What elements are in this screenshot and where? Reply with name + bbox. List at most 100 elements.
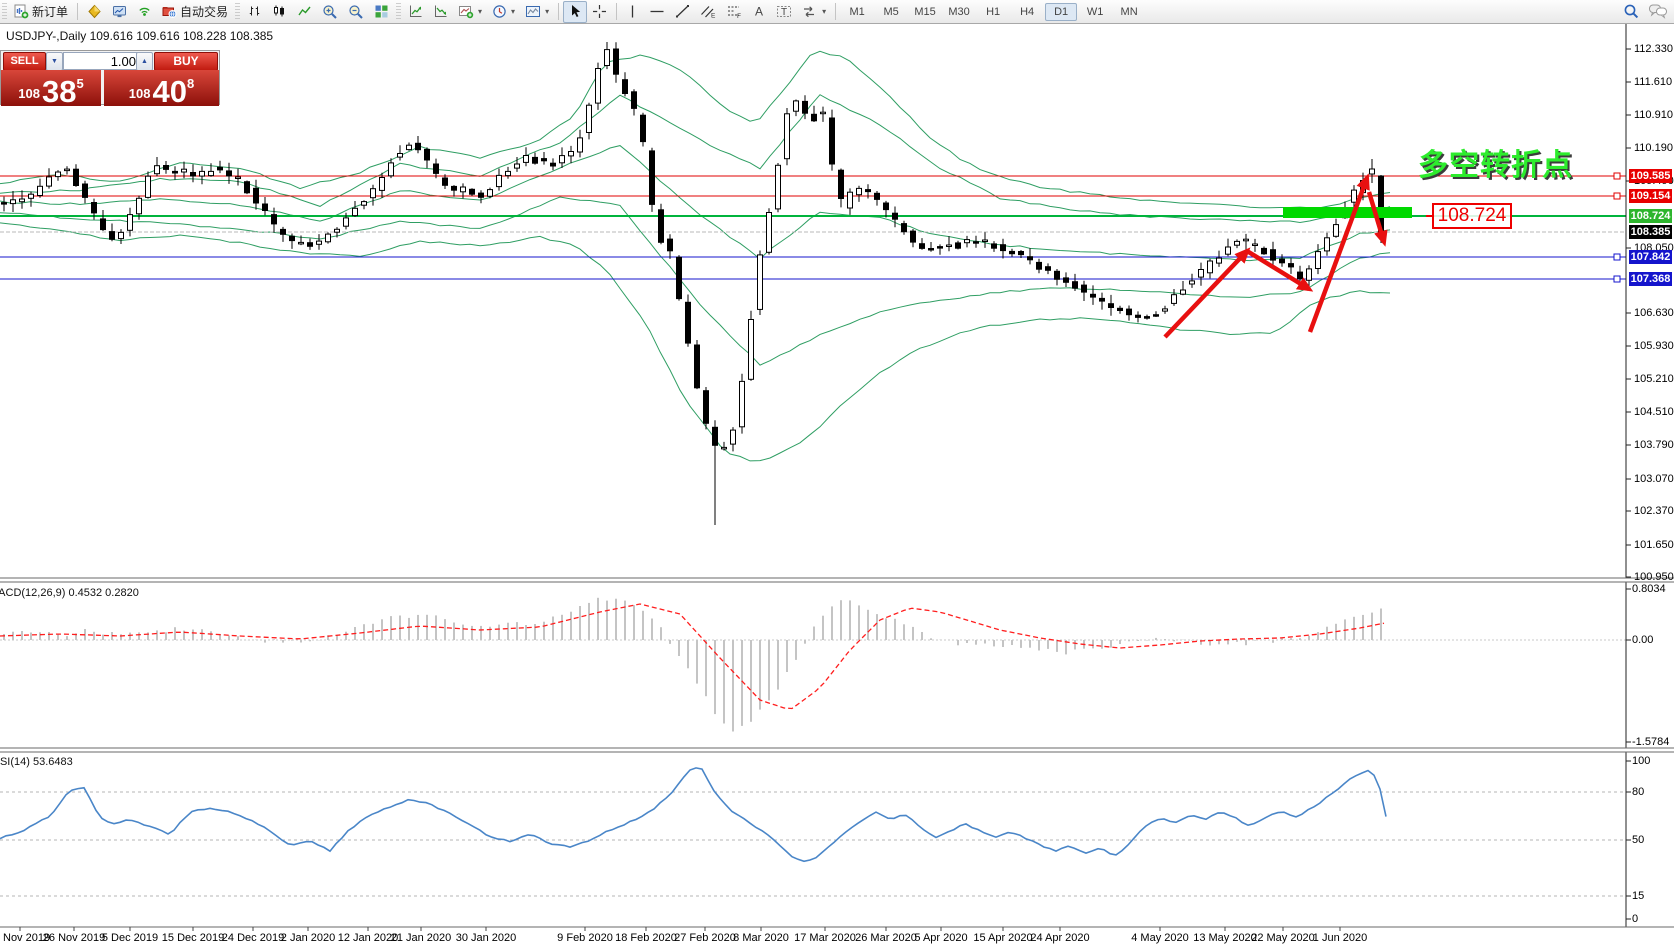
candle-body xyxy=(181,168,187,173)
indicator-window-down-button[interactable] xyxy=(428,1,453,23)
new-order-button[interactable]: 新订单 xyxy=(9,1,73,23)
trendline-tool[interactable] xyxy=(670,1,695,23)
chat-icon[interactable] xyxy=(1648,2,1668,23)
volume-decrease-button[interactable]: ▼ xyxy=(46,52,63,71)
line-chart-button[interactable] xyxy=(292,1,317,23)
panel-splitter[interactable] xyxy=(0,578,1674,582)
candlestick-chart-button[interactable] xyxy=(267,1,292,23)
line-handle[interactable] xyxy=(1613,172,1621,180)
period-button[interactable]: ▾ xyxy=(487,1,520,23)
sell-button[interactable]: SELL xyxy=(3,52,46,71)
panel-splitter[interactable] xyxy=(0,748,1674,752)
line-handle[interactable] xyxy=(1613,275,1621,283)
candle-body xyxy=(991,243,997,249)
shapes-tool[interactable]: ▾ xyxy=(797,1,831,23)
candle-body xyxy=(883,202,889,211)
cursor-tool-button[interactable] xyxy=(563,0,588,23)
candle-body xyxy=(1225,246,1231,255)
data-window-button[interactable] xyxy=(107,1,132,23)
sell-price-sup: 5 xyxy=(76,76,84,91)
candle-body xyxy=(1144,316,1150,319)
date-label: 9 Feb 2020 xyxy=(557,932,613,944)
template-button[interactable]: ▾ xyxy=(520,1,554,23)
buy-price-prefix: 108 xyxy=(128,86,151,101)
channel-tool[interactable]: E xyxy=(695,1,721,23)
timeframe-m1[interactable]: M1 xyxy=(849,5,865,18)
date-label: 27 Feb 2020 xyxy=(674,932,736,944)
horizontal-line-tool[interactable] xyxy=(644,1,670,23)
search-icon[interactable] xyxy=(1622,2,1640,23)
candle-body xyxy=(334,228,340,233)
candle-body xyxy=(298,241,304,245)
turning-point-annotation[interactable]: 多空转折点 xyxy=(1418,149,1573,182)
candle-body xyxy=(1270,249,1276,261)
buy-button[interactable]: BUY xyxy=(154,52,218,71)
timeframe-d1[interactable]: D1 xyxy=(1045,2,1078,21)
trend-arrow[interactable] xyxy=(1245,249,1314,292)
price-tag: 108.724 xyxy=(1629,209,1672,223)
volume-input[interactable]: 1.00 xyxy=(63,52,141,70)
candle-body xyxy=(802,100,808,114)
channel-letter: E xyxy=(711,13,716,20)
green-level-bar[interactable] xyxy=(1283,207,1412,218)
trend-arrow[interactable] xyxy=(1366,191,1388,247)
vertical-line-tool[interactable] xyxy=(621,1,644,23)
candle-body xyxy=(280,228,286,235)
candle-body xyxy=(1054,270,1060,280)
timeframe-m15[interactable]: M15 xyxy=(914,5,936,18)
trend-arrow[interactable] xyxy=(1307,173,1370,333)
fibonacci-tool[interactable]: F xyxy=(721,1,747,23)
indicator-window-up-button[interactable] xyxy=(403,1,428,23)
text-label-tool[interactable]: T xyxy=(771,1,797,23)
price-tag: 109.585 xyxy=(1629,169,1672,183)
add-indicator-button[interactable]: ▾ xyxy=(453,1,487,23)
candle-body xyxy=(649,150,655,205)
candle-body xyxy=(1072,281,1078,289)
line-handle[interactable] xyxy=(1613,253,1621,261)
candle-body xyxy=(1306,268,1312,281)
chevron-down-icon: ▾ xyxy=(545,7,550,16)
trend-arrow[interactable] xyxy=(1163,247,1251,339)
candle-body xyxy=(532,156,538,164)
timeframe-w1[interactable]: W1 xyxy=(1086,5,1104,18)
candle-body xyxy=(676,256,682,300)
candle-body xyxy=(577,137,583,153)
price-tick-label: 112.330 xyxy=(1634,43,1673,55)
candle-body xyxy=(937,246,943,249)
macd-scale-label: 0.00 xyxy=(1632,634,1654,646)
zoom-in-button[interactable] xyxy=(317,1,343,23)
zoom-in-icon xyxy=(322,4,338,20)
candle-body xyxy=(1045,266,1051,271)
candle-body xyxy=(1126,308,1132,316)
auto-trading-button[interactable]: 自动交易 xyxy=(157,1,233,23)
separator xyxy=(835,3,837,20)
timeframe-m30[interactable]: M30 xyxy=(948,5,970,18)
sell-price-button[interactable]: 108 38 5 xyxy=(1,70,101,107)
candle-body xyxy=(640,114,646,143)
date-label: 12 Jan 2020 xyxy=(337,932,399,944)
volume-increase-button[interactable]: ▲ xyxy=(136,52,153,71)
bar-chart-button[interactable] xyxy=(242,1,267,23)
text-tool[interactable]: A xyxy=(747,1,771,23)
cursor-icon xyxy=(568,4,582,19)
crosshair-tool-button[interactable] xyxy=(587,1,612,23)
tile-windows-button[interactable] xyxy=(369,1,394,23)
date-label: 24 Apr 2020 xyxy=(1030,932,1090,944)
candle-body xyxy=(370,188,376,199)
line-handle[interactable] xyxy=(1613,192,1621,200)
macd-label: MACD(12,26,9) 0.4532 0.2820 xyxy=(0,587,139,599)
candle-body xyxy=(1189,280,1195,285)
timeframe-h4[interactable]: H4 xyxy=(1020,5,1035,18)
signals-button[interactable] xyxy=(132,1,157,23)
zoom-out-button[interactable] xyxy=(343,1,369,23)
timeframe-h1[interactable]: H1 xyxy=(986,5,1001,18)
date-label: Nov 2019 xyxy=(3,932,51,944)
buy-price-button[interactable]: 108 40 8 xyxy=(104,70,219,107)
timeframe-m5[interactable]: M5 xyxy=(883,5,899,18)
price-level-annotation[interactable]: 108.724 xyxy=(1426,203,1512,229)
date-label: 26 Nov 2019 xyxy=(42,932,106,944)
market-watch-button[interactable] xyxy=(82,1,107,23)
candle-body xyxy=(1009,250,1015,255)
timeframe-mn[interactable]: MN xyxy=(1120,5,1138,18)
